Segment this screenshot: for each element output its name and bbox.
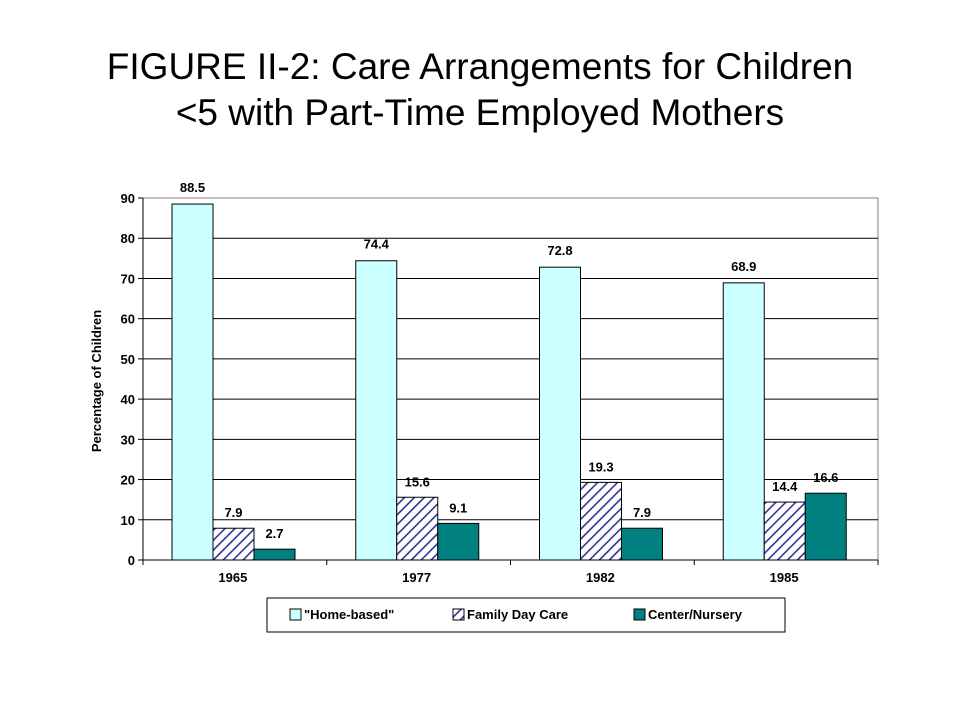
data-label: 16.6 bbox=[813, 470, 838, 485]
data-label: 2.7 bbox=[265, 526, 283, 541]
bar-2-1985 bbox=[804, 492, 847, 561]
data-label: 72.8 bbox=[547, 243, 572, 258]
data-label: 14.4 bbox=[772, 479, 798, 494]
data-label: 19.3 bbox=[588, 459, 613, 474]
data-label: 88.5 bbox=[180, 180, 205, 195]
data-label: 9.1 bbox=[449, 500, 467, 515]
data-label: 7.9 bbox=[224, 505, 242, 520]
data-label: 15.6 bbox=[405, 474, 430, 489]
legend-swatch-2 bbox=[633, 608, 646, 621]
y-tick-label: 90 bbox=[121, 191, 135, 206]
bar-2-1977 bbox=[437, 522, 480, 561]
bar-1-1977 bbox=[396, 496, 439, 561]
chart-title-line-1: FIGURE II-2: Care Arrangements for Child… bbox=[106, 46, 854, 87]
y-tick-label: 80 bbox=[121, 231, 135, 246]
legend-label-0: "Home-based" bbox=[304, 607, 394, 622]
legend-swatch-1 bbox=[452, 608, 465, 621]
chart-title-line-2: <5 with Part-Time Employed Mothers bbox=[175, 92, 785, 133]
bar-1-1982 bbox=[580, 481, 622, 561]
y-tick-label: 10 bbox=[121, 513, 135, 528]
y-tick-label: 20 bbox=[121, 473, 135, 488]
bar-2-1982 bbox=[621, 527, 663, 561]
bar-0-1977 bbox=[355, 260, 398, 561]
x-tick-label: 1965 bbox=[218, 570, 247, 585]
legend-label-1: Family Day Care bbox=[467, 607, 568, 622]
x-tick-label: 1982 bbox=[586, 570, 615, 585]
x-tick-label: 1977 bbox=[402, 570, 431, 585]
legend-swatch-0 bbox=[289, 608, 302, 621]
bar-1-1965 bbox=[212, 527, 255, 561]
chart-title: FIGURE II-2: Care Arrangements for Child… bbox=[0, 44, 960, 136]
bar-0-1965 bbox=[171, 203, 214, 561]
x-tick-label: 1985 bbox=[770, 570, 799, 585]
legend-label-2: Center/Nursery bbox=[648, 607, 743, 622]
data-label: 7.9 bbox=[633, 505, 651, 520]
y-tick-label: 60 bbox=[121, 312, 135, 327]
bar-1-1985 bbox=[763, 501, 806, 561]
y-axis-title: Percentage of Children bbox=[89, 310, 104, 452]
y-tick-label: 0 bbox=[128, 553, 135, 568]
y-tick-label: 70 bbox=[121, 271, 135, 286]
legend bbox=[266, 597, 786, 633]
y-tick-label: 40 bbox=[121, 392, 135, 407]
bar-0-1985 bbox=[722, 282, 765, 561]
y-tick-label: 30 bbox=[121, 432, 135, 447]
y-tick-label: 50 bbox=[121, 352, 135, 367]
bar-0-1982 bbox=[539, 266, 581, 561]
data-label: 74.4 bbox=[364, 237, 390, 252]
data-label: 68.9 bbox=[731, 259, 756, 274]
bar-2-1965 bbox=[253, 548, 296, 561]
